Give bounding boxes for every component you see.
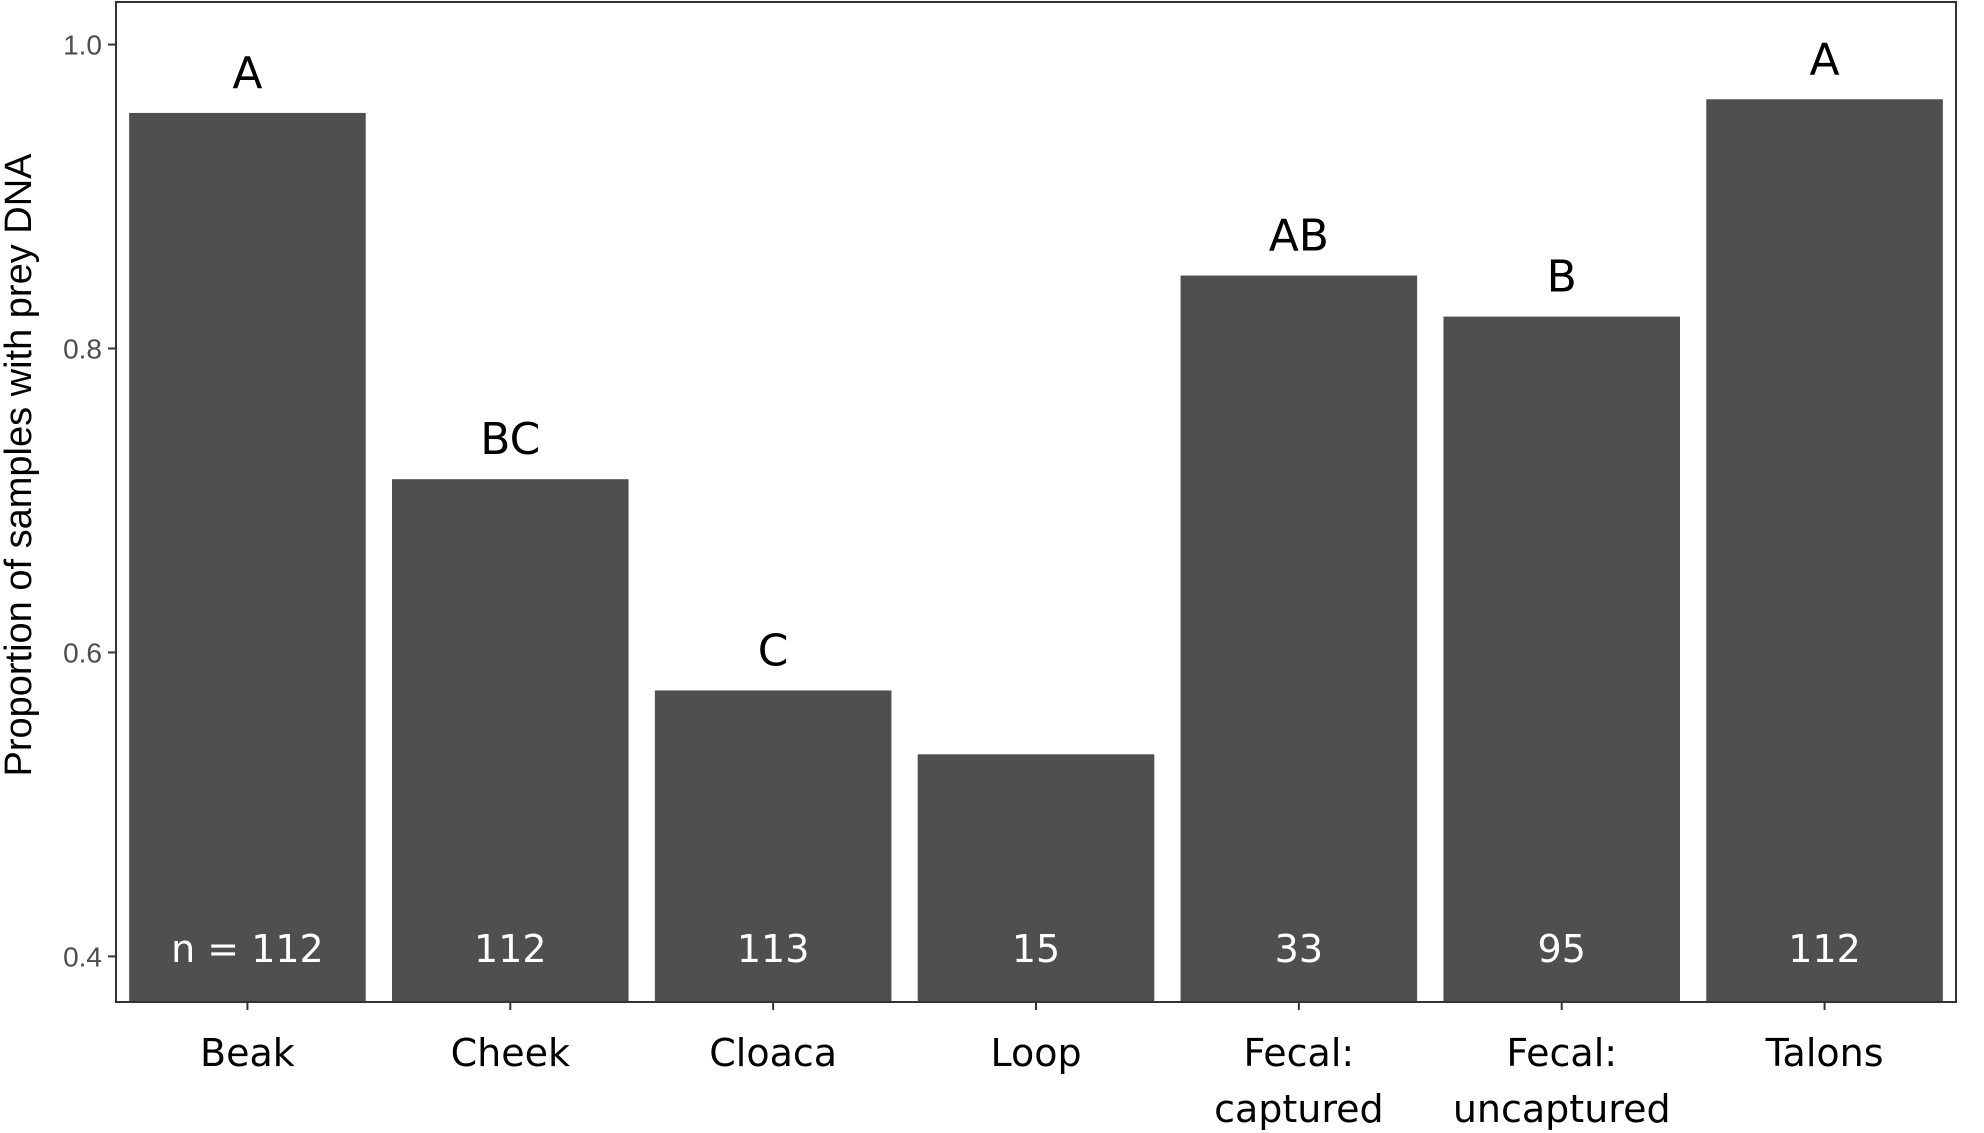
x-axis: Beak Cheek Cloaca Loop Fecal: captured Fecal: u… (200, 1002, 1884, 1131)
y-axis-title: Proportion of samples with prey DNA (0, 153, 40, 777)
y-tick-label: 1.0 (63, 30, 102, 61)
sample-size-labels: n = 112 112 113 15 33 95 112 (171, 927, 1861, 971)
y-tick-label: 0.4 (63, 941, 102, 972)
sample-size-label: 33 (1275, 927, 1323, 971)
x-tick-label: Cloaca (709, 1031, 837, 1075)
bars-layer (129, 99, 1943, 1003)
significance-letter: AB (1269, 211, 1329, 262)
sample-size-label: 95 (1538, 927, 1586, 971)
significance-letter: BC (480, 414, 540, 465)
sample-size-label: 112 (474, 927, 547, 971)
sample-size-label: 112 (1788, 927, 1861, 971)
significance-letters: A BC C AB B A (232, 34, 1839, 676)
bar (1706, 99, 1943, 1003)
x-tick-label: Talons (1765, 1031, 1884, 1075)
x-tick-label: Beak (200, 1031, 295, 1075)
significance-letter: C (758, 625, 789, 676)
bar (392, 479, 629, 1003)
sample-size-label: n = 112 (171, 927, 324, 971)
significance-letter: A (1810, 34, 1840, 85)
x-tick-label: Cheek (451, 1031, 570, 1075)
y-axis: 0.4 0.6 0.8 1.0 (63, 30, 116, 972)
bar (1443, 316, 1680, 1002)
bar (1180, 275, 1418, 1002)
x-tick-label: Fecal: captured (1214, 1031, 1384, 1131)
significance-letter: B (1547, 252, 1577, 303)
sample-size-label: 15 (1012, 927, 1060, 971)
y-tick-label: 0.8 (63, 334, 102, 365)
bar (129, 112, 366, 1002)
bar (917, 754, 1155, 1002)
sample-size-label: 113 (737, 927, 810, 971)
x-tick-label: Loop (990, 1031, 1081, 1075)
y-tick-label: 0.6 (63, 637, 102, 668)
bar (654, 690, 892, 1002)
x-tick-label: Fecal: uncaptured (1453, 1031, 1671, 1131)
significance-letter: A (232, 48, 262, 99)
